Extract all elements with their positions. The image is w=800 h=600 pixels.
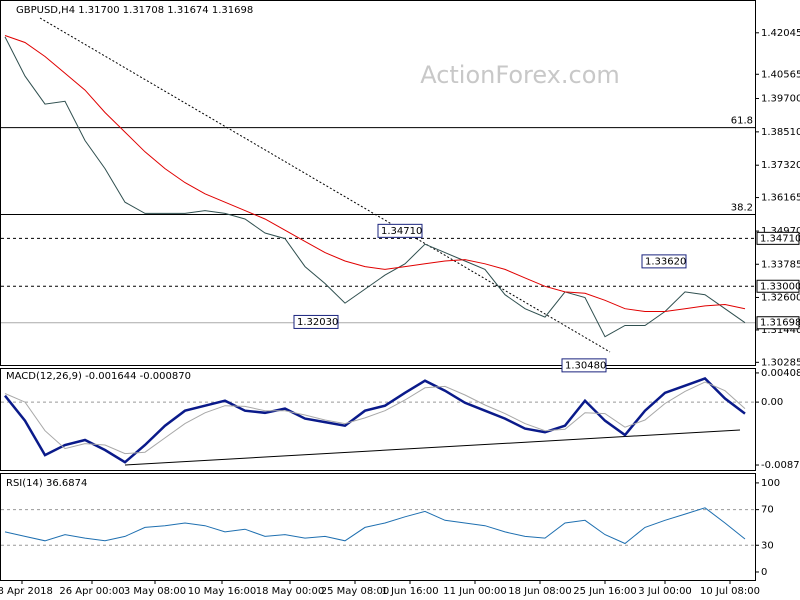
x-tick-label: 3 May 08:00 — [124, 586, 186, 597]
y-tick-label: 1.33785 — [761, 259, 800, 270]
x-tick-label: 10 Jul 08:00 — [700, 586, 760, 597]
annotation-box — [377, 223, 423, 238]
series-line — [4, 36, 746, 338]
x-tick-label: 26 Apr 00:00 — [59, 586, 124, 597]
y-tick-label: 1.42045 — [761, 28, 800, 39]
y-tick-label: 30 — [761, 540, 774, 551]
price-frame — [0, 0, 756, 366]
level-label: 1.34710 — [760, 233, 800, 244]
price-title: GBPUSD,H4 1.31700 1.31708 1.31674 1.3169… — [16, 5, 253, 16]
y-tick-label: 1.30285 — [761, 357, 800, 368]
y-tick-label: 1.32600 — [761, 292, 800, 303]
macd-trend-line — [124, 429, 741, 466]
fib-label: 38.2 — [731, 203, 753, 214]
fib-label: 61.8 — [731, 116, 753, 127]
level-box — [756, 279, 800, 293]
rsi-frame — [0, 473, 756, 581]
y-tick-label: 1.38510 — [761, 127, 800, 138]
x-tick-label: 1 Jun 16:00 — [381, 586, 438, 597]
y-tick-label: 1.39700 — [761, 94, 800, 105]
x-tick-label: 18 May 00:00 — [256, 586, 325, 597]
level-box — [756, 316, 800, 330]
level-label: 1.31698 — [760, 318, 800, 329]
y-tick-label: 1.37320 — [761, 160, 800, 171]
x-tick-label: 10 May 16:00 — [188, 586, 257, 597]
annotation-label: 1.34710 — [381, 226, 422, 237]
series-line — [4, 507, 746, 545]
watermark: ActionForex.com — [420, 61, 620, 89]
macd-frame — [0, 368, 756, 471]
annotation-label: 1.30480 — [565, 360, 606, 371]
y-tick-label: 1.34970 — [761, 226, 800, 237]
y-tick-label: 1.31440 — [761, 325, 800, 336]
y-tick-label: 1.40565 — [761, 69, 800, 80]
x-tick-label: 11 Jun 00:00 — [443, 586, 507, 597]
macd-title: MACD(12,26,9) -0.001644 -0.000870 — [6, 371, 191, 382]
annotation-box — [293, 314, 339, 329]
annotation-box — [641, 254, 687, 269]
x-tick-label: 25 Jun 16:00 — [573, 586, 637, 597]
series-line — [4, 377, 746, 464]
y-tick-label: 1.36165 — [761, 193, 800, 204]
y-tick-label: 70 — [761, 505, 774, 516]
level-box — [756, 231, 800, 245]
series-line — [4, 35, 746, 312]
x-tick-label: 18 Apr 2018 — [0, 586, 53, 597]
annotation-label: 1.33620 — [645, 256, 686, 267]
level-label: 1.33000 — [760, 281, 800, 292]
y-tick-label: 100 — [761, 478, 780, 489]
x-tick-label: 25 May 08:00 — [321, 586, 390, 597]
annotation-label: 1.32030 — [297, 317, 338, 328]
annotation-box — [561, 358, 607, 373]
y-tick-label: 0 — [761, 567, 767, 578]
y-tick-label: 0.00 — [761, 397, 783, 408]
x-tick-label: 18 Jun 08:00 — [508, 586, 572, 597]
series-line — [4, 381, 746, 455]
y-tick-label: 0.004081 — [761, 368, 800, 379]
x-tick-label: 3 Jul 00:00 — [638, 586, 692, 597]
y-tick-label: -0.008794 — [761, 460, 800, 471]
rsi-title: RSI(14) 36.6874 — [6, 478, 87, 489]
